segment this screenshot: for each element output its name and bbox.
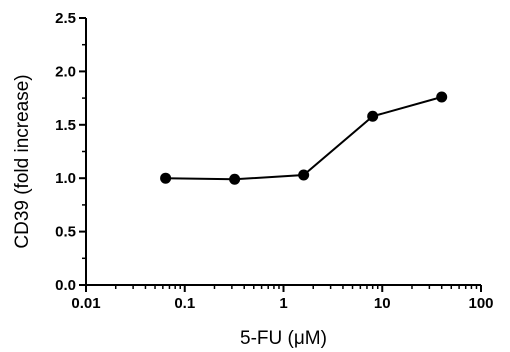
y-axis: 0.0 0.5 1.0 1.5 2.0 2.5 [55,10,87,294]
y-tick-label: 0.0 [55,277,76,294]
y-tick-label: 2.5 [55,10,76,27]
data-point [229,173,241,185]
y-tick-label: 2.0 [55,63,76,80]
data-point [367,110,379,122]
y-tick-label: 0.5 [55,224,76,241]
x-axis: 0.01 0.1 1 10 100 [71,284,494,312]
x-tick-label: 1 [279,295,287,312]
x-tick-label: 100 [468,295,493,312]
x-tick-label: 10 [374,295,391,312]
x-tick-label: 0.1 [174,295,195,312]
data-point [436,91,448,103]
x-tick-label: 0.01 [71,295,100,312]
data-point [298,169,310,181]
plot-area [160,91,448,185]
y-axis-title: CD39 (fold increase) [12,74,33,248]
x-axis-title: 5-FU (μM) [240,328,327,349]
data-point [160,172,172,184]
series-line [165,96,442,181]
y-tick-label: 1.0 [55,170,76,187]
y-tick-label: 1.5 [55,117,76,134]
